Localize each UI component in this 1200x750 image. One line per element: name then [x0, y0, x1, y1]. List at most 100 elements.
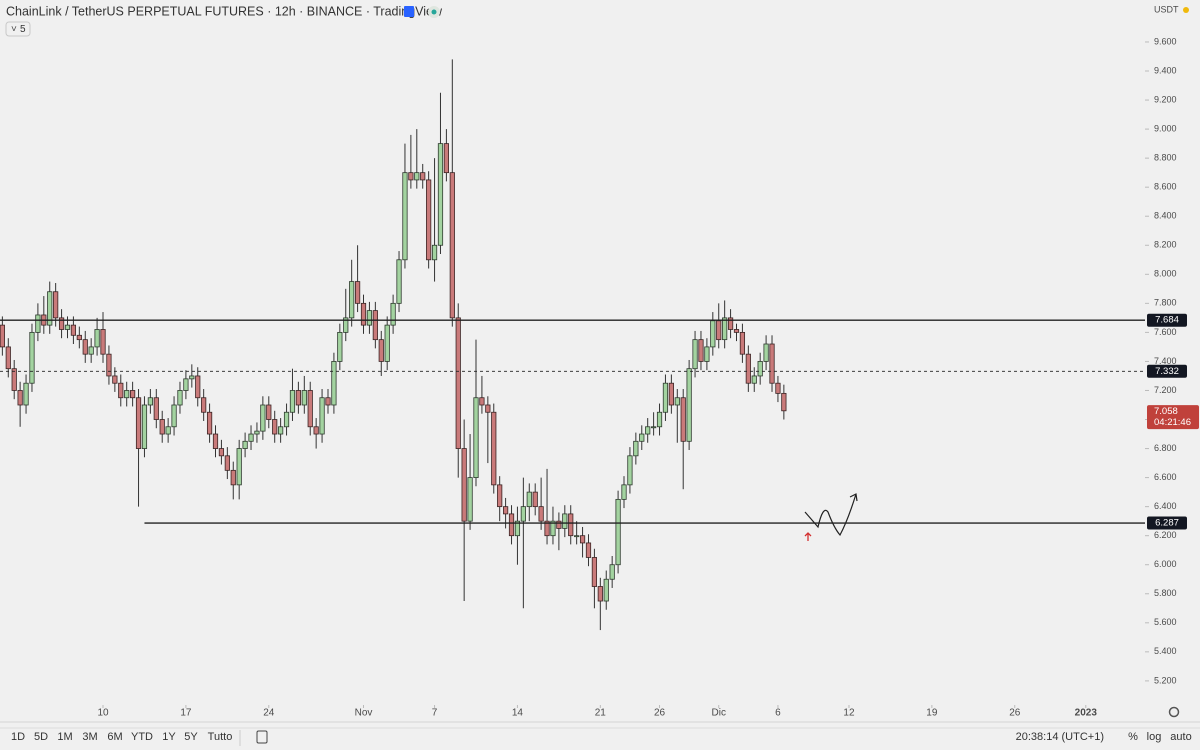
candle-body [195, 375, 201, 399]
candle-body [769, 343, 775, 384]
candle-body [260, 404, 266, 432]
candle-body [574, 535, 580, 538]
candle-body [254, 430, 260, 435]
candle-body [94, 329, 100, 348]
auto-toggle[interactable]: auto [1170, 731, 1191, 743]
candle-body [568, 513, 574, 537]
x-tick-label: 19 [926, 708, 938, 719]
candle-body [76, 334, 82, 341]
candle-body [360, 302, 367, 326]
candle-body [325, 397, 331, 406]
candle-body [651, 426, 657, 429]
range-button[interactable]: Tutto [208, 731, 233, 743]
candle-body [47, 291, 53, 326]
x-tick-label: 2023 [1075, 708, 1098, 719]
candle-body [692, 339, 698, 370]
candle-body [751, 375, 757, 384]
candle-body [733, 329, 740, 333]
candle-body [124, 390, 130, 399]
y-tick-label: 8.800 [1154, 153, 1177, 163]
candle-body [118, 382, 124, 399]
y-tick-label: 6.400 [1154, 501, 1177, 511]
candle-body [437, 143, 444, 246]
candle-body [520, 506, 526, 522]
candle-body [147, 397, 153, 406]
x-tick-label: 10 [97, 708, 109, 719]
y-tick-label: 6.000 [1154, 559, 1177, 569]
y-tick-label: 5.600 [1154, 617, 1177, 627]
candle-body [698, 339, 704, 362]
range-button[interactable]: 3M [82, 731, 97, 743]
candle-body [402, 172, 408, 261]
y-tick-label: 7.600 [1154, 327, 1177, 337]
candle-body [485, 404, 491, 413]
range-button[interactable]: 6M [107, 731, 122, 743]
candle-body [727, 317, 734, 330]
candle-body [206, 411, 213, 435]
x-tick-label: 24 [263, 708, 275, 719]
candle-body [502, 506, 509, 515]
candle-body [556, 520, 562, 529]
candle-body [739, 331, 746, 355]
level-tag [1147, 313, 1187, 327]
candle-body [538, 506, 544, 522]
candle-body [337, 331, 343, 362]
candle-body [645, 426, 651, 435]
candle-body [0, 324, 5, 348]
candle-body [177, 390, 183, 406]
candle-body [58, 317, 65, 330]
drawing-squiggle [804, 493, 858, 537]
candle-body [53, 291, 59, 319]
candle-body [390, 302, 396, 326]
y-tick-label: 9.400 [1154, 65, 1177, 75]
candle-body [514, 520, 521, 537]
range-button[interactable]: 1M [57, 731, 72, 743]
candle-body [668, 382, 674, 406]
range-button[interactable]: YTD [131, 731, 153, 743]
status-dot [431, 9, 437, 15]
range-button[interactable]: 5D [34, 731, 48, 743]
candle-body [455, 317, 461, 449]
range-button[interactable]: 1D [11, 731, 25, 743]
candle-body [289, 390, 296, 413]
candle-body [526, 491, 532, 508]
candle-body [171, 404, 177, 428]
log-toggle[interactable]: log [1147, 731, 1162, 743]
indicator-toggle[interactable] [5, 21, 31, 37]
candle-body [295, 390, 301, 406]
candle-body [224, 455, 230, 471]
candle-body [621, 484, 627, 500]
indicator-count: 5 [20, 24, 26, 35]
y-tick-label: 5.200 [1154, 675, 1177, 685]
range-button[interactable]: 1Y [162, 731, 176, 743]
y-tick-label: 8.600 [1154, 182, 1177, 192]
percent-toggle[interactable]: % [1128, 731, 1138, 743]
settings-icon[interactable] [1168, 706, 1180, 718]
y-tick-label: 8.400 [1154, 211, 1177, 221]
candle-body [603, 578, 609, 602]
candle-body [212, 433, 219, 449]
candle-body [414, 172, 420, 181]
x-tick-label: 26 [1009, 708, 1021, 719]
alert-dot [1183, 7, 1189, 13]
range-button[interactable]: 5Y [184, 731, 198, 743]
candle-body [5, 346, 11, 370]
candle-body [781, 392, 787, 412]
candle-body [313, 426, 319, 435]
candle-body [283, 411, 290, 428]
candle-body [426, 179, 432, 261]
candle-body [366, 310, 373, 326]
candle-body [248, 433, 254, 442]
currency[interactable]: USDT [1154, 4, 1179, 14]
flag-icon[interactable] [404, 6, 414, 17]
last-price: 7.058 [1154, 406, 1178, 417]
candle-body [757, 361, 763, 377]
candle-body [497, 484, 503, 508]
candle-body [639, 433, 645, 442]
y-tick-label: 9.200 [1154, 94, 1177, 104]
x-tick-label: 7 [432, 708, 438, 719]
candle-body [704, 346, 710, 362]
candle-body [278, 426, 284, 435]
candle-body [710, 320, 716, 348]
date-range-icon[interactable] [256, 730, 268, 744]
